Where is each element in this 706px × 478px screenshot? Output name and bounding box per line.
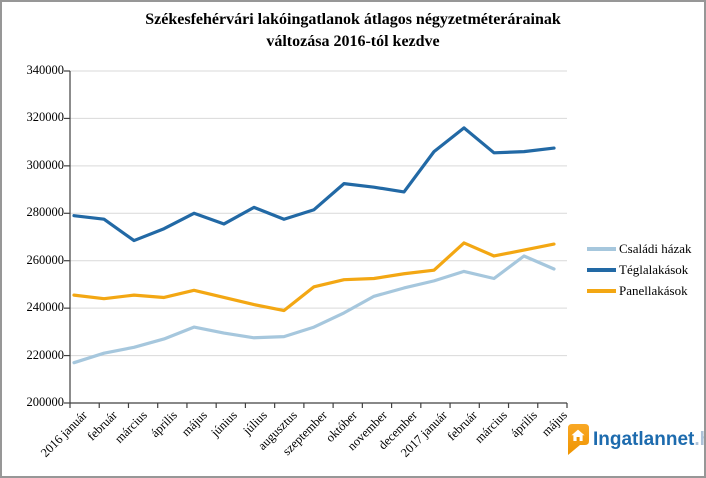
legend-item-teglalakasok: Téglalakások	[587, 259, 692, 280]
y-axis-label: 340000	[26, 63, 65, 77]
ingatlannet-logo: Ingatlannet.hu	[564, 423, 704, 457]
legend-line-swatch	[587, 267, 616, 272]
series-line-panellakások	[72, 241, 556, 313]
y-axis-label: 200000	[26, 395, 65, 409]
legend-label: Családi házak	[619, 240, 692, 256]
logo-tld: .hu	[694, 429, 704, 450]
legend-label: Téglalakások	[619, 261, 689, 277]
chart-legend: Családi házak Téglalakások Panellakások	[587, 238, 692, 301]
map-pin-house-icon	[568, 424, 589, 455]
y-axis-label: 280000	[26, 205, 65, 220]
chart-title-line1: Székesfehérvári lakóingatlanok átlagos n…	[145, 11, 561, 28]
legend-line-swatch	[587, 288, 616, 293]
y-axis-label: 260000	[26, 252, 65, 267]
legend-item-panellakasok: Panellakások	[587, 280, 692, 301]
y-axis-label: 300000	[26, 157, 65, 172]
y-axis-label: 320000	[26, 110, 65, 125]
series-line-téglalakások	[72, 126, 556, 243]
legend-item-csaladi-hazak: Családi házak	[587, 238, 692, 259]
y-axis-label: 220000	[26, 347, 65, 362]
logo-brand: Ingatlannet	[593, 429, 695, 450]
chart-title: Székesfehérvári lakóingatlanok átlagos n…	[2, 9, 704, 53]
legend-label: Panellakások	[619, 282, 688, 298]
chart-title-line2: változása 2016-tól kezdve	[266, 33, 440, 50]
y-axis-label: 240000	[26, 300, 65, 315]
series-line-családi-házak	[72, 254, 556, 365]
logo-text: Ingatlannet.hu	[593, 429, 704, 451]
legend-line-swatch	[587, 246, 616, 251]
